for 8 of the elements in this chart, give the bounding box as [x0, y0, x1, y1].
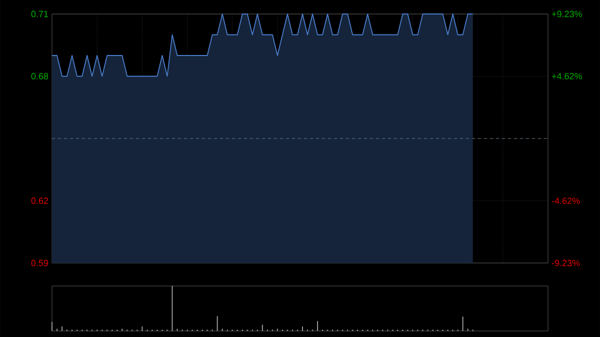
y-tick-label: 0.68 [31, 73, 48, 80]
y2-tick-label: -9.23% [552, 260, 580, 266]
y2-tick-label: -4.62% [552, 198, 580, 204]
y-tick-label: 0.62 [31, 198, 48, 204]
y2-tick-label: +4.62% [552, 72, 582, 80]
y-tick-label: 0.71 [31, 10, 48, 18]
y-tick-label: 0.59 [31, 260, 48, 266]
y2-tick-label: +9.23% [552, 10, 582, 18]
